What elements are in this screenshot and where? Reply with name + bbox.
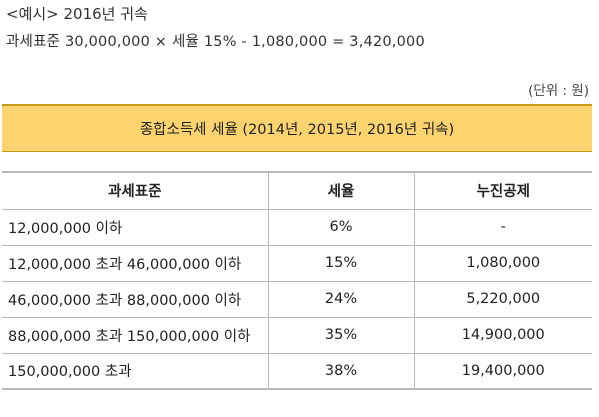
cell-deduction: - <box>414 209 592 246</box>
cell-deduction: 14,900,000 <box>414 317 592 354</box>
tax-rate-table: 과세표준 세율 누진공제 12,000,000 이하 6% - 12,000,0… <box>2 171 592 390</box>
table-row: 12,000,000 초과 46,000,000 이하 15% 1,080,00… <box>2 245 592 282</box>
table-row: 12,000,000 이하 6% - <box>2 209 592 246</box>
cell-deduction: 19,400,000 <box>414 353 592 390</box>
example-title: <예시> 2016년 귀속 <box>6 5 148 23</box>
cell-tax-base: 88,000,000 초과 150,000,000 이하 <box>2 317 269 354</box>
table-title-banner: 종합소득세 세율 (2014년, 2015년, 2016년 귀속) <box>2 104 592 152</box>
cell-deduction: 1,080,000 <box>414 245 592 282</box>
cell-tax-rate: 6% <box>268 209 415 246</box>
table-header-row: 과세표준 세율 누진공제 <box>2 171 592 210</box>
table-row: 88,000,000 초과 150,000,000 이하 35% 14,900,… <box>2 317 592 354</box>
cell-tax-rate: 24% <box>268 281 415 318</box>
cell-tax-base: 12,000,000 이하 <box>2 209 269 246</box>
cell-tax-base: 46,000,000 초과 88,000,000 이하 <box>2 281 269 318</box>
cell-deduction: 5,220,000 <box>414 281 592 318</box>
unit-note: (단위 : 원) <box>528 83 589 99</box>
cell-tax-rate: 15% <box>268 245 415 282</box>
cell-tax-rate: 35% <box>268 317 415 354</box>
table-row: 150,000,000 초과 38% 19,400,000 <box>2 353 592 390</box>
table-title: 종합소득세 세율 (2014년, 2015년, 2016년 귀속) <box>139 122 455 138</box>
header-tax-rate: 세율 <box>268 171 415 210</box>
header-tax-base: 과세표준 <box>2 171 269 210</box>
table-row: 46,000,000 초과 88,000,000 이하 24% 5,220,00… <box>2 281 592 318</box>
header-progressive-deduction: 누진공제 <box>414 171 592 210</box>
example-formula: 과세표준 30,000,000 × 세율 15% - 1,080,000 = 3… <box>6 34 425 50</box>
cell-tax-rate: 38% <box>268 353 415 390</box>
cell-tax-base: 12,000,000 초과 46,000,000 이하 <box>2 245 269 282</box>
cell-tax-base: 150,000,000 초과 <box>2 353 269 390</box>
